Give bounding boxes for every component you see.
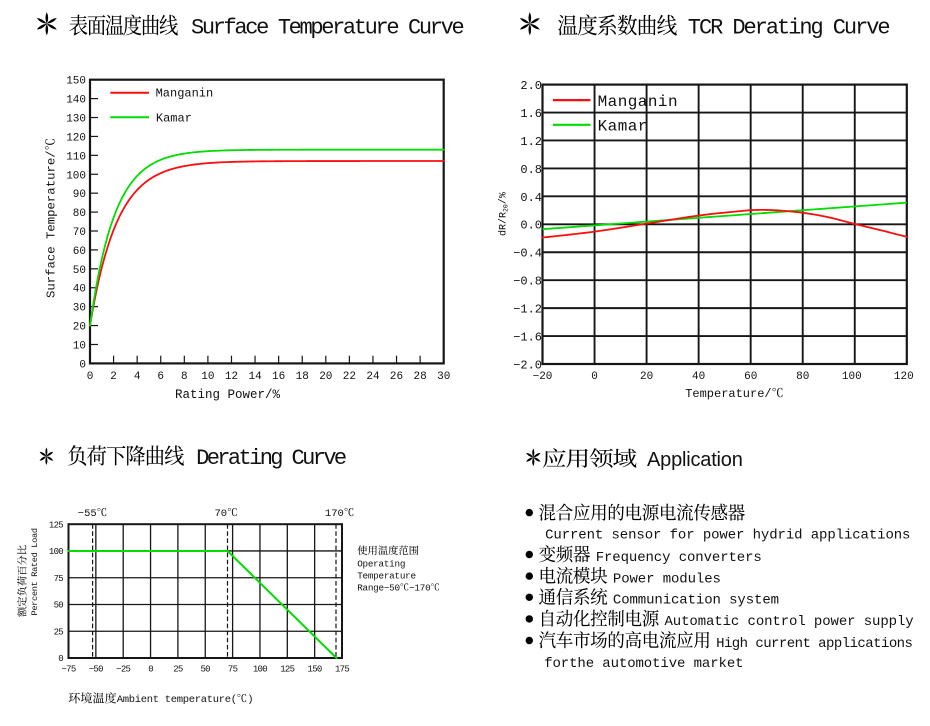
- svg-text:Communication system: Communication system: [613, 593, 779, 609]
- svg-text:0: 0: [79, 359, 86, 371]
- svg-text:Automatic control power supply: Automatic control power supply: [665, 614, 914, 630]
- svg-text:Temperature/: Temperature/: [685, 387, 771, 401]
- svg-text:TCR Derating Curve: TCR Derating Curve: [688, 16, 890, 41]
- svg-text:2: 2: [110, 371, 117, 383]
- svg-text:18: 18: [296, 371, 309, 383]
- svg-text:100: 100: [842, 371, 862, 383]
- svg-text:Surface Temperature Curve: Surface Temperature Curve: [191, 16, 463, 41]
- svg-text:20: 20: [319, 371, 332, 383]
- svg-text:−75: −75: [61, 665, 75, 675]
- svg-text:4: 4: [134, 371, 141, 383]
- svg-text:20: 20: [73, 322, 86, 334]
- svg-text:−25: −25: [116, 665, 130, 675]
- svg-text:6: 6: [157, 371, 164, 383]
- svg-text:−2.0: −2.0: [513, 358, 542, 372]
- svg-text:100: 100: [49, 547, 63, 557]
- svg-text:80: 80: [796, 371, 809, 383]
- svg-text:120: 120: [894, 371, 914, 383]
- svg-text:30: 30: [73, 303, 86, 315]
- svg-text:Ambient temperature(: Ambient temperature(: [117, 694, 237, 706]
- svg-text:28: 28: [413, 371, 426, 383]
- svg-text:140: 140: [66, 95, 86, 107]
- svg-text:125: 125: [49, 520, 63, 530]
- svg-text:Application: Application: [647, 449, 743, 471]
- svg-text:70: 70: [215, 508, 228, 520]
- svg-text:−55: −55: [78, 508, 97, 520]
- svg-text:30: 30: [437, 371, 450, 383]
- svg-text:−170: −170: [409, 582, 430, 593]
- svg-text:Frequency converters: Frequency converters: [596, 550, 762, 566]
- svg-text:22: 22: [343, 371, 356, 383]
- svg-text:−0.8: −0.8: [513, 275, 542, 289]
- svg-text:High current applications: High current applications: [716, 636, 912, 652]
- svg-text:forthe automotive market: forthe automotive market: [544, 656, 743, 672]
- svg-text:0: 0: [58, 654, 63, 664]
- svg-text:0.0: 0.0: [520, 219, 542, 233]
- svg-text:0.8: 0.8: [520, 163, 542, 177]
- svg-text:60: 60: [73, 246, 86, 258]
- svg-text:−50: −50: [89, 665, 103, 675]
- svg-text:150: 150: [308, 665, 322, 675]
- svg-text:Range−50: Range−50: [357, 582, 400, 593]
- svg-text:1.6: 1.6: [520, 107, 542, 121]
- svg-text:10: 10: [201, 371, 214, 383]
- svg-text:60: 60: [744, 371, 757, 383]
- svg-text:25: 25: [54, 627, 64, 637]
- svg-text:75: 75: [54, 574, 64, 584]
- svg-text:Temperature: Temperature: [357, 571, 416, 582]
- svg-text:Manganin: Manganin: [156, 87, 214, 101]
- svg-text:80: 80: [73, 208, 86, 220]
- svg-text:25: 25: [173, 665, 183, 675]
- svg-text:130: 130: [66, 114, 86, 126]
- svg-text:Surface Temperature/: Surface Temperature/: [45, 150, 59, 298]
- svg-text:Kamar: Kamar: [156, 111, 192, 125]
- svg-text:100: 100: [66, 170, 86, 182]
- svg-text:0: 0: [148, 665, 153, 675]
- svg-text:Kamar: Kamar: [598, 118, 648, 136]
- svg-text:14: 14: [248, 371, 262, 383]
- svg-text:50: 50: [54, 601, 64, 611]
- svg-text:70: 70: [73, 227, 86, 239]
- svg-text:Current sensor for power hydri: Current sensor for power hydrid applicat…: [545, 528, 910, 544]
- svg-text:16: 16: [272, 371, 285, 383]
- svg-text:125: 125: [280, 665, 294, 675]
- svg-text:50: 50: [73, 265, 86, 277]
- svg-text:110: 110: [66, 151, 86, 163]
- svg-text:): ): [247, 694, 253, 706]
- svg-text:−0.4: −0.4: [513, 247, 542, 261]
- svg-text:0: 0: [87, 371, 94, 383]
- svg-text:40: 40: [692, 371, 705, 383]
- svg-text:8: 8: [181, 371, 188, 383]
- svg-text:175: 175: [335, 665, 349, 675]
- svg-text:90: 90: [73, 189, 86, 201]
- svg-text:Derating Curve: Derating Curve: [196, 446, 346, 471]
- svg-text:20: 20: [640, 371, 653, 383]
- svg-text:Rating Power/%: Rating Power/%: [175, 388, 281, 402]
- svg-text:Power modules: Power modules: [613, 571, 721, 587]
- svg-text:Percent Rated Load: Percent Rated Load: [30, 528, 40, 615]
- svg-text:0: 0: [591, 371, 598, 383]
- svg-text:Operating: Operating: [357, 559, 405, 570]
- svg-text:2.0: 2.0: [520, 79, 542, 93]
- svg-text:−1.6: −1.6: [513, 331, 542, 345]
- svg-text:40: 40: [73, 284, 86, 296]
- svg-text:100: 100: [253, 665, 267, 675]
- svg-text:10: 10: [73, 341, 86, 353]
- svg-text:24: 24: [366, 371, 380, 383]
- svg-text:120: 120: [66, 132, 86, 144]
- svg-text:50: 50: [200, 665, 210, 675]
- svg-text:75: 75: [228, 665, 238, 675]
- svg-text:0.4: 0.4: [520, 191, 542, 205]
- svg-text:150: 150: [66, 76, 86, 88]
- svg-text:12: 12: [225, 371, 238, 383]
- svg-text:Manganin: Manganin: [598, 93, 678, 111]
- svg-text:dR/R20/%: dR/R20/%: [498, 192, 510, 236]
- svg-text:−1.2: −1.2: [513, 303, 542, 317]
- svg-text:170: 170: [325, 508, 344, 520]
- svg-text:1.2: 1.2: [520, 135, 542, 149]
- svg-text:26: 26: [390, 371, 403, 383]
- svg-text:−20: −20: [533, 371, 553, 383]
